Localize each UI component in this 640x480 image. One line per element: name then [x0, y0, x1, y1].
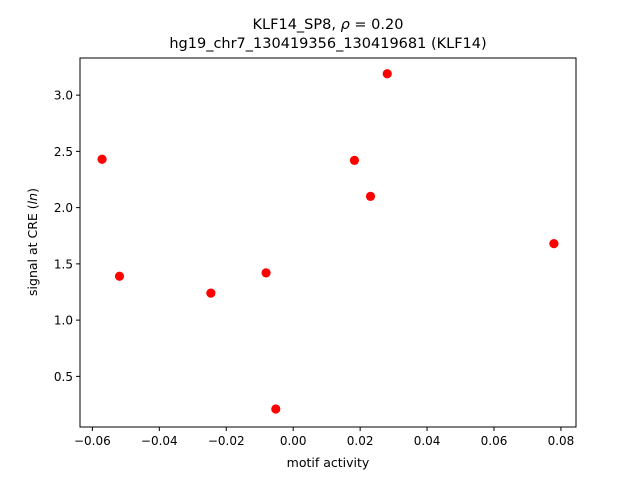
y-tick-label: 3.0	[54, 89, 73, 103]
chart-title-line1: KLF14_SP8, ρ = 0.20	[253, 17, 404, 33]
x-tick-label: 0.02	[347, 434, 374, 448]
data-point	[549, 239, 559, 249]
x-tick-label: −0.02	[208, 434, 245, 448]
x-axis-ticks: −0.06 −0.04 −0.02 0.00 0.02 0.04 0.06 0.08	[74, 427, 574, 448]
x-axis-label: motif activity	[287, 455, 370, 470]
points-layer	[97, 69, 559, 414]
x-tick-label: −0.04	[141, 434, 178, 448]
data-point	[382, 69, 392, 79]
x-tick-label: 0.00	[280, 434, 307, 448]
axes-frame	[79, 57, 577, 428]
x-tick-label: 0.08	[548, 434, 575, 448]
data-point	[97, 154, 107, 164]
y-axis-label: signal at CRE (ln)	[25, 188, 40, 296]
y-tick-label: 2.0	[54, 201, 73, 215]
data-point	[206, 288, 216, 298]
data-point	[261, 268, 271, 278]
y-tick-label: 2.5	[54, 145, 73, 159]
data-point	[114, 271, 125, 281]
y-tick-label: 1.5	[54, 257, 73, 271]
y-tick-label: 1.0	[54, 314, 73, 328]
x-tick-label: −0.06	[74, 434, 111, 448]
data-point	[349, 155, 360, 165]
x-tick-label: 0.04	[414, 434, 441, 448]
data-point	[365, 191, 376, 201]
y-axis-ticks: 0.5 1.0 1.5 2.0 2.5 3.0	[54, 89, 80, 384]
chart-title-line2: hg19_chr7_130419356_130419681 (KLF14)	[169, 36, 486, 52]
x-tick-label: 0.06	[481, 434, 508, 448]
y-tick-label: 0.5	[54, 370, 73, 384]
data-point	[271, 404, 281, 414]
plot-area	[79, 57, 577, 428]
